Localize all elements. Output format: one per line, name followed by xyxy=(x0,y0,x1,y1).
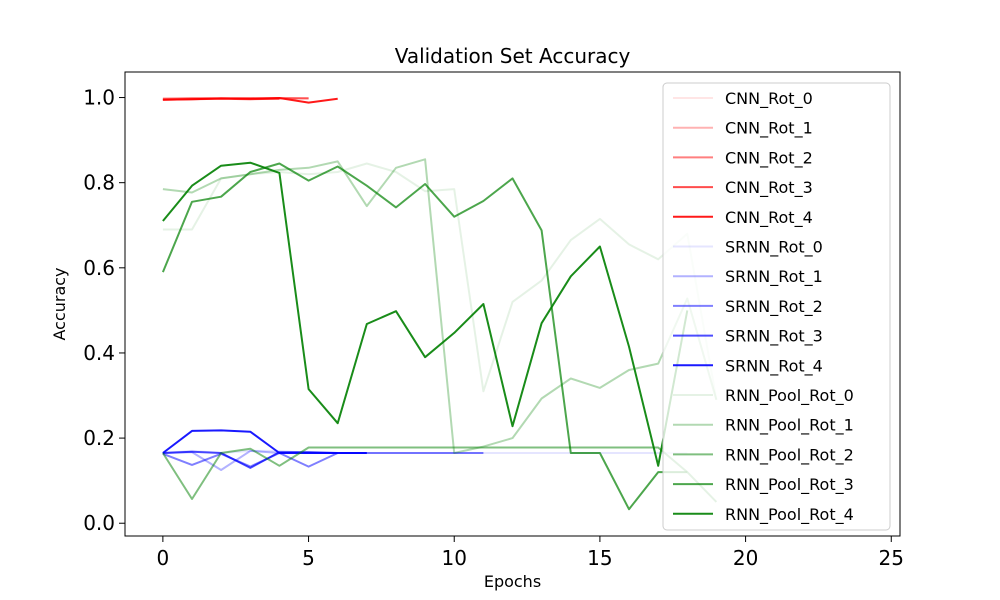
plot-frame xyxy=(124,71,901,537)
x-tick-label: 10 xyxy=(442,546,467,570)
x-tick-label: 25 xyxy=(879,546,904,570)
legend-label: SRNN_Rot_4 xyxy=(725,356,823,376)
x-tick-label: 20 xyxy=(733,546,758,570)
legend-label: SRNN_Rot_1 xyxy=(725,267,823,287)
x-axis: 0 5 10 15 20 25 xyxy=(157,536,904,570)
series-line xyxy=(161,162,688,511)
legend-label: SRNN_Rot_2 xyxy=(725,297,823,317)
legend: CNN_Rot_0 CNN_Rot_1 CNN_Rot_2 CNN_Rot_3 CNN_… xyxy=(662,82,891,531)
y-axis-label: Accuracy xyxy=(50,267,69,340)
y-tick-label: 0.6 xyxy=(83,256,115,280)
legend-label: RNN_Pool_Rot_1 xyxy=(725,416,854,436)
y-tick-label: 0.4 xyxy=(83,341,115,365)
series-line xyxy=(162,446,718,503)
legend-label: RNN_Pool_Rot_0 xyxy=(725,386,854,406)
legend-label: CNN_Rot_0 xyxy=(725,89,813,109)
series-lines xyxy=(161,97,718,511)
legend-label: RNN_Pool_Rot_4 xyxy=(725,505,854,525)
y-tick-label: 0.8 xyxy=(83,171,115,195)
y-tick-label: 1.0 xyxy=(83,86,115,110)
x-axis-label: Epochs xyxy=(484,572,541,591)
x-tick-label: 15 xyxy=(587,546,612,570)
legend-label: CNN_Rot_2 xyxy=(725,148,813,168)
legend-label: CNN_Rot_4 xyxy=(725,208,813,228)
legend-label: RNN_Pool_Rot_3 xyxy=(725,475,854,495)
y-tick-label: 0.0 xyxy=(83,511,115,535)
series-line xyxy=(162,429,367,454)
series-line xyxy=(162,162,718,400)
legend-label: SRNN_Rot_0 xyxy=(725,238,823,258)
series-line xyxy=(162,97,338,104)
series-line xyxy=(162,158,718,454)
legend-label: CNN_Rot_1 xyxy=(725,119,813,139)
legend-label: CNN_Rot_3 xyxy=(725,178,813,198)
series-line xyxy=(162,452,484,468)
x-tick-label: 5 xyxy=(302,546,315,570)
x-tick-label: 0 xyxy=(157,546,170,570)
y-tick-label: 0.2 xyxy=(83,426,115,450)
chart-title: Validation Set Accuracy xyxy=(395,44,631,68)
legend-label: RNN_Pool_Rot_2 xyxy=(725,445,854,465)
legend-box xyxy=(662,82,891,531)
y-axis: 0.0 0.2 0.4 0.6 0.8 1.0 xyxy=(83,86,125,535)
series-line xyxy=(162,161,689,467)
legend-label: SRNN_Rot_3 xyxy=(725,327,823,347)
